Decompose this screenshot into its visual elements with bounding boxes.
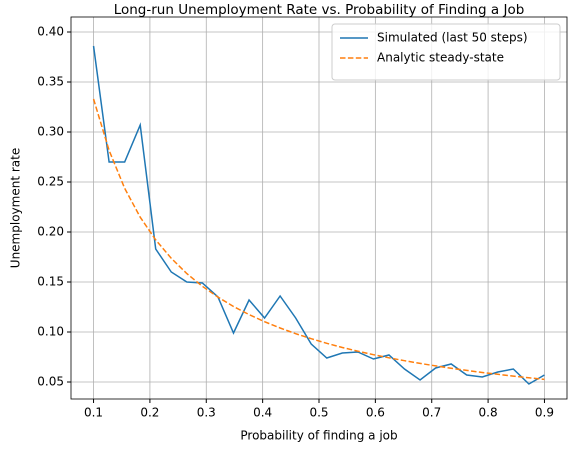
y-tick-label: 0.20 bbox=[37, 225, 64, 239]
y-tick-label: 0.30 bbox=[37, 125, 64, 139]
y-tick-label: 0.10 bbox=[37, 325, 64, 339]
y-tick-label: 0.40 bbox=[37, 25, 64, 39]
x-tick-label: 0.6 bbox=[366, 406, 385, 420]
line-series bbox=[92, 45, 545, 385]
x-tick-label: 0.9 bbox=[535, 406, 554, 420]
x-tick-label: 0.7 bbox=[422, 406, 441, 420]
y-axis-label: Unemployment rate bbox=[9, 148, 23, 268]
y-tick-label: 0.35 bbox=[37, 75, 64, 89]
line-series bbox=[92, 98, 545, 381]
legend-label: Simulated (last 50 steps) bbox=[377, 31, 528, 45]
x-axis-label: Probability of finding a job bbox=[240, 429, 397, 443]
x-tick-label: 0.2 bbox=[140, 406, 159, 420]
legend-label: Analytic steady-state bbox=[377, 51, 504, 65]
chart-title: Long-run Unemployment Rate vs. Probabili… bbox=[114, 2, 525, 18]
y-tick-label: 0.05 bbox=[37, 375, 64, 389]
y-tick-label: 0.25 bbox=[37, 175, 64, 189]
x-tick-label: 0.4 bbox=[253, 406, 272, 420]
x-tick-label: 0.5 bbox=[309, 406, 328, 420]
x-tick-label: 0.3 bbox=[197, 406, 216, 420]
legend-box bbox=[331, 23, 561, 81]
y-tick-label: 0.15 bbox=[37, 275, 64, 289]
plot-frame bbox=[70, 16, 568, 400]
x-tick-label: 0.1 bbox=[84, 406, 103, 420]
x-tick-label: 0.8 bbox=[479, 406, 498, 420]
